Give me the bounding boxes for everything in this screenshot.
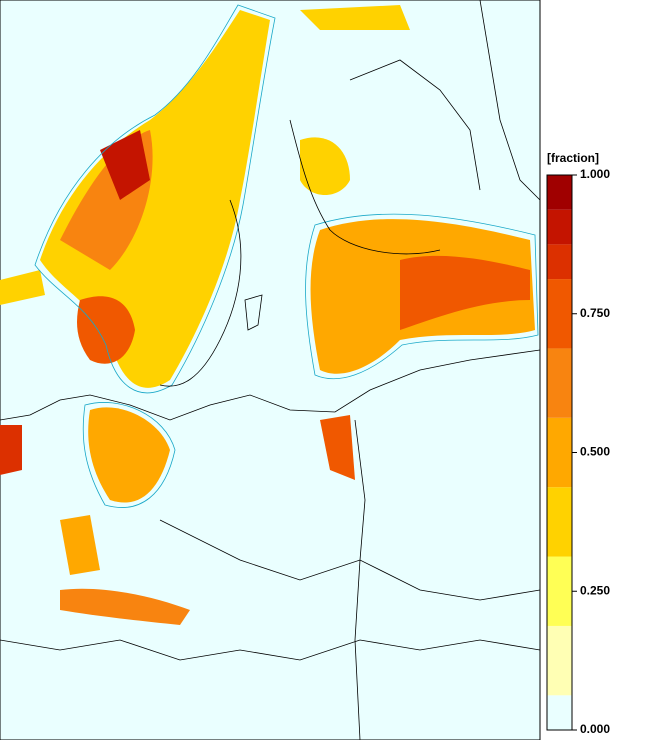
- colorbar-band: [547, 487, 572, 557]
- colorbar-band: [547, 279, 572, 349]
- borders: [0, 0, 541, 741]
- colorbar-label: [fraction]: [547, 151, 599, 165]
- colorbar-tick-label: 0.250: [580, 583, 610, 597]
- colorbar-band: [547, 348, 572, 418]
- snow-fields: [0, 5, 535, 625]
- colorbar-band: [547, 417, 572, 488]
- colorbar-tick-label: 0.500: [580, 445, 610, 459]
- map: [0, 0, 541, 741]
- colorbar-band: [547, 244, 572, 280]
- colorbar-tick-label: 1.000: [580, 167, 610, 181]
- colorbar-tick-label: 0.750: [580, 306, 610, 320]
- colorbar-band: [547, 175, 572, 210]
- contours: [34, 4, 539, 508]
- colorbar-band: [547, 209, 572, 245]
- colorbar: [fraction] 1.000 0.750 0.500 0.250 0.000: [546, 151, 610, 736]
- colorbar-band: [547, 625, 572, 696]
- colorbar-band: [547, 695, 572, 730]
- colorbar-band: [547, 556, 572, 626]
- map-background: [0, 0, 541, 741]
- colorbar-tick-label: 0.000: [580, 722, 610, 736]
